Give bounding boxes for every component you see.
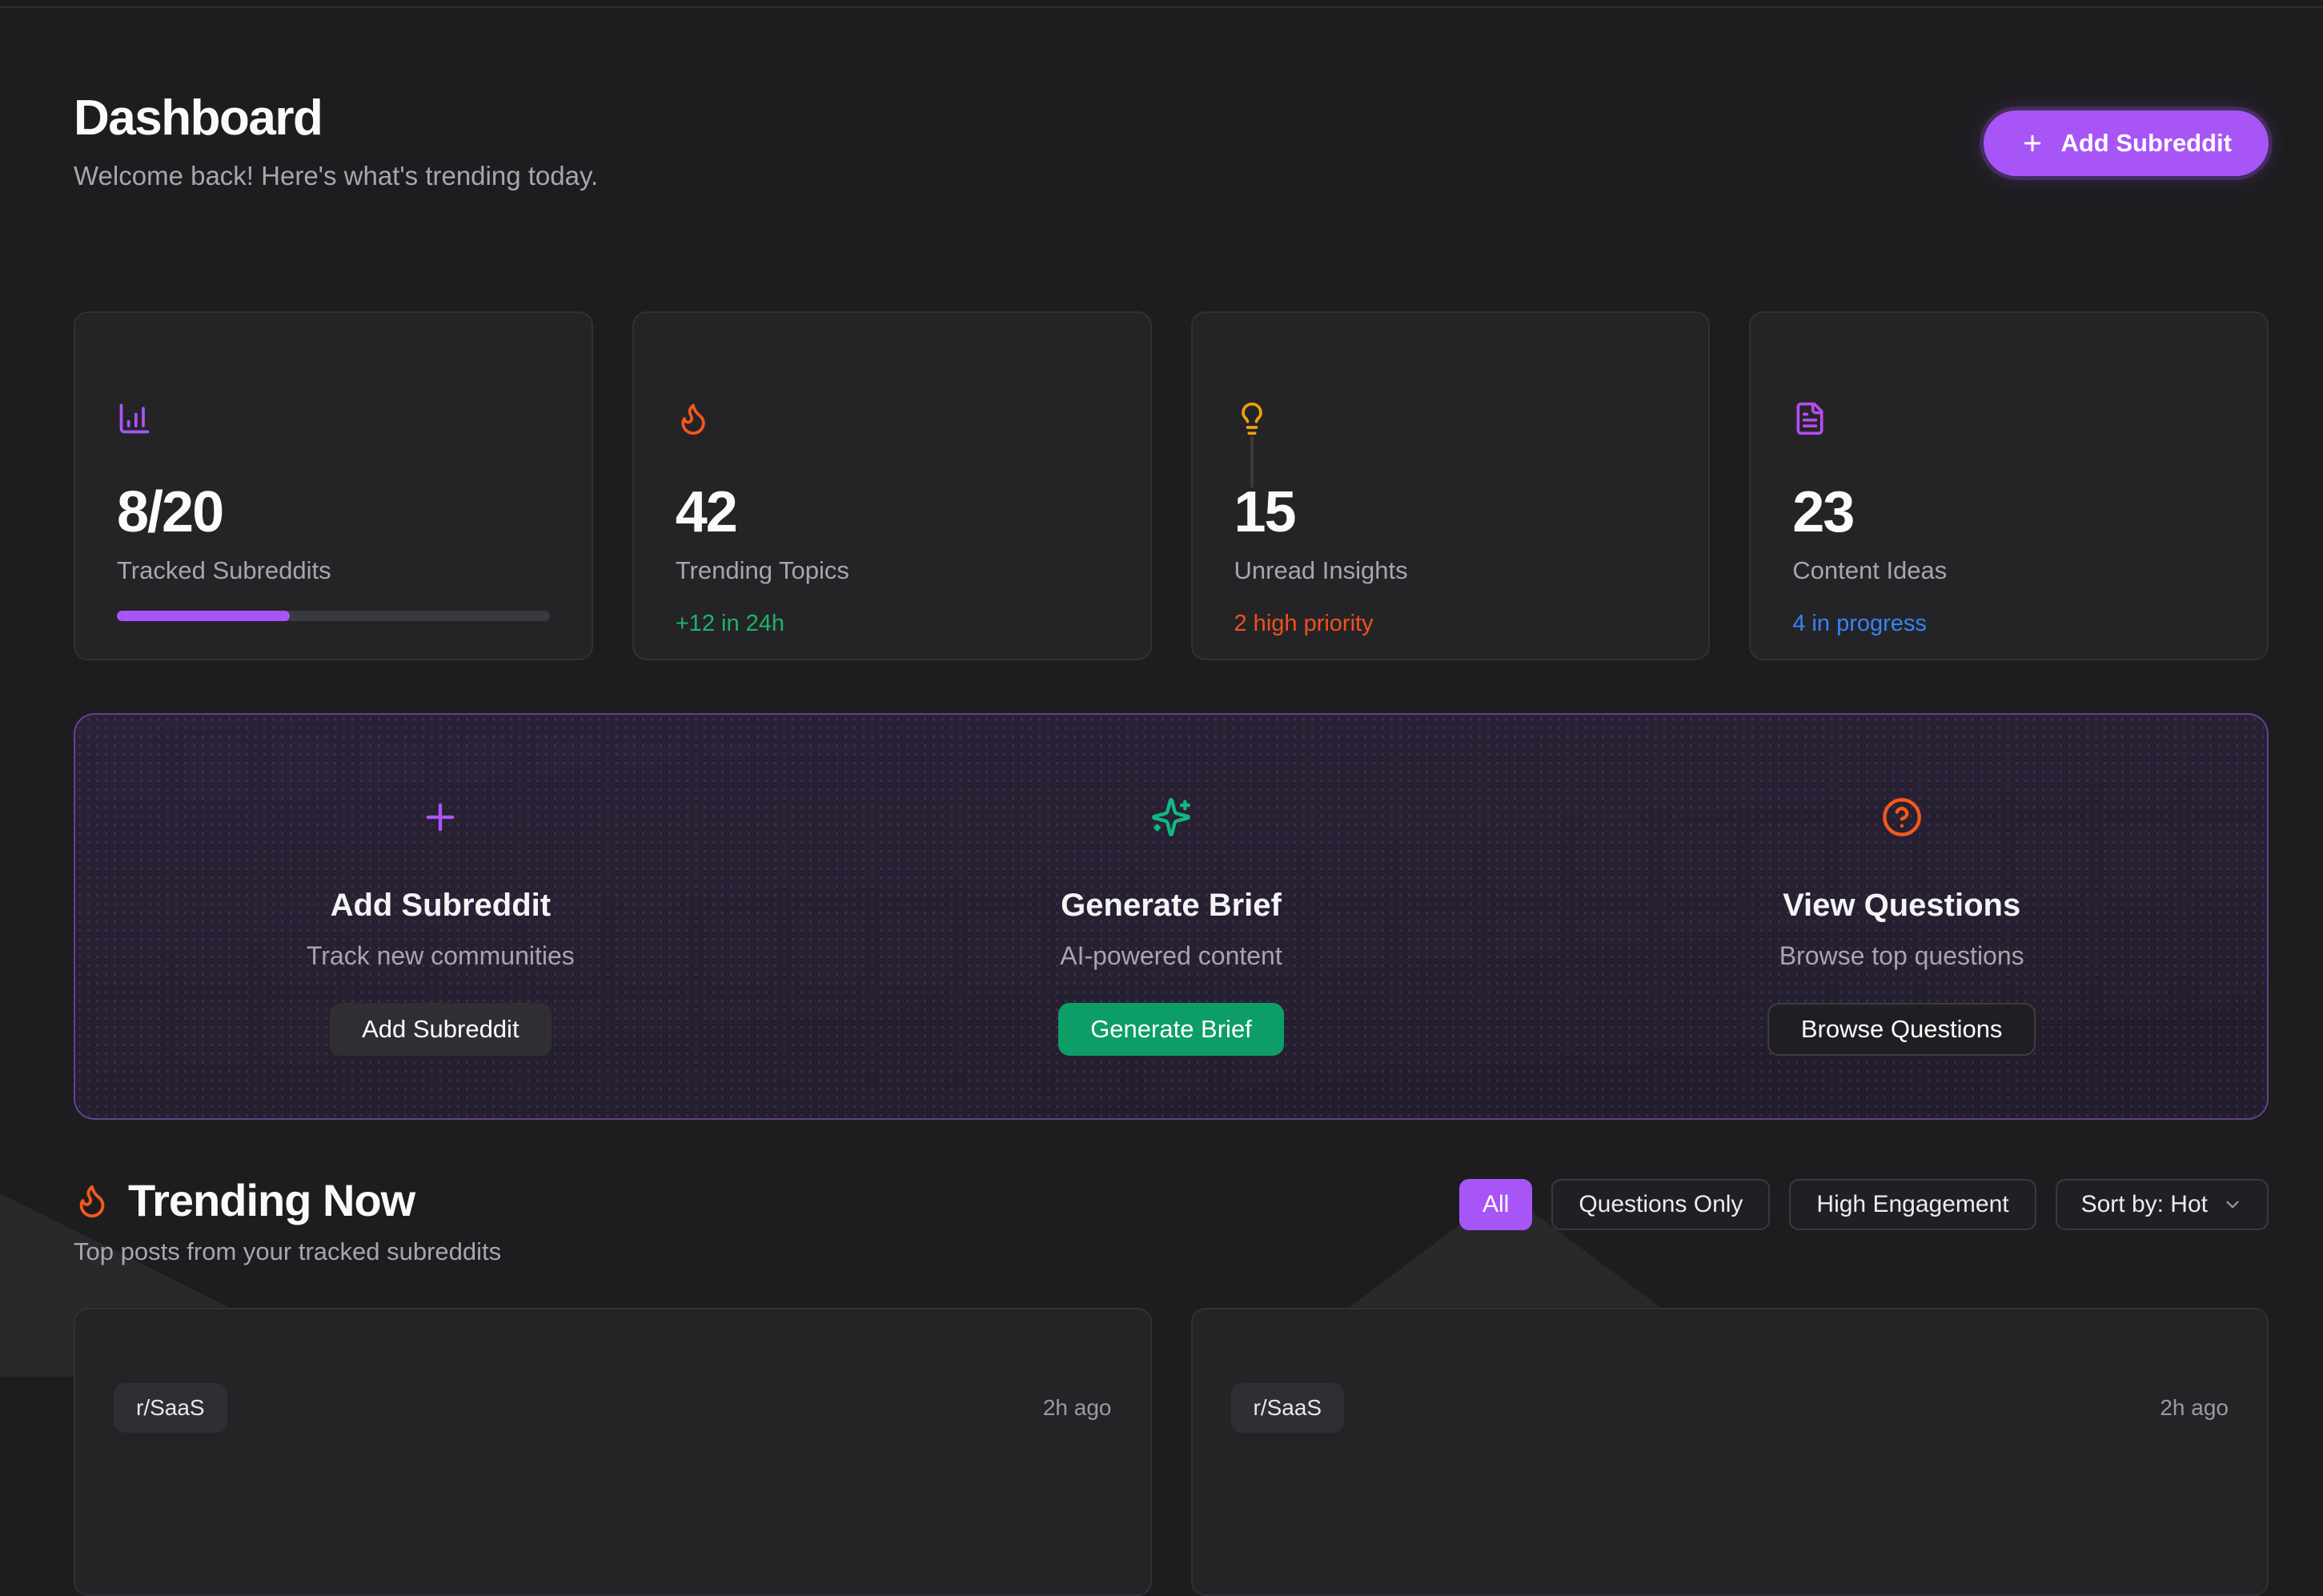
action-subtitle: AI-powered content bbox=[1060, 941, 1282, 970]
post-card[interactable]: r/SaaS 2h ago bbox=[1190, 1308, 2269, 1596]
trending-title-block: Trending Now Top posts from your tracked… bbox=[74, 1174, 501, 1266]
filter-button[interactable]: High Engagement bbox=[1789, 1179, 2036, 1230]
stat-value: 42 bbox=[675, 480, 738, 544]
stat-icon-slot bbox=[117, 401, 152, 436]
add-subreddit-button[interactable]: Add Subreddit bbox=[1984, 110, 2269, 176]
lightbulb-icon bbox=[1241, 402, 1262, 435]
file-text-icon bbox=[1796, 402, 1823, 435]
filter-button[interactable]: All bbox=[1458, 1179, 1533, 1230]
stat-sub: 2 high priority bbox=[1234, 611, 1374, 636]
stat-extra: 4 in progress bbox=[1792, 611, 2225, 637]
action-icon-slot bbox=[1150, 796, 1192, 838]
plus-icon bbox=[2020, 131, 2044, 155]
quick-action: Add Subreddit Track new communities Add … bbox=[75, 715, 806, 1118]
stat-card[interactable]: 8/20 Tracked Subreddits bbox=[74, 311, 593, 660]
sort-dropdown[interactable]: Sort by: Hot bbox=[2055, 1179, 2269, 1230]
stat-label: Content Ideas bbox=[1792, 556, 1948, 584]
progress-bar bbox=[117, 611, 550, 621]
action-button[interactable]: Browse Questions bbox=[1767, 1003, 2036, 1056]
help-circle-icon bbox=[1882, 798, 1921, 836]
sparkles-icon bbox=[1152, 798, 1190, 836]
quick-action: Generate Brief AI-powered content Genera… bbox=[806, 715, 1537, 1118]
trending-filters: All Questions Only High Engagement Sort … bbox=[1458, 1179, 2269, 1230]
post-card-header: r/SaaS 2h ago bbox=[1230, 1309, 2229, 1433]
plus-icon bbox=[426, 803, 455, 832]
subreddit-badge[interactable]: r/SaaS bbox=[1230, 1383, 1345, 1433]
page-title: Dashboard bbox=[74, 90, 323, 146]
top-divider bbox=[0, 6, 2323, 8]
stat-label: Unread Insights bbox=[1234, 556, 1408, 584]
stat-icon-slot bbox=[1234, 401, 1270, 487]
flame-icon bbox=[681, 403, 705, 435]
chevron-down-icon bbox=[2222, 1194, 2243, 1215]
action-subtitle: Browse top questions bbox=[1779, 941, 2024, 970]
post-time: 2h ago bbox=[1042, 1395, 1112, 1420]
action-button[interactable]: Generate Brief bbox=[1058, 1003, 1284, 1056]
flame-icon bbox=[74, 1182, 110, 1219]
lightbulb-cord bbox=[1250, 436, 1254, 487]
stats-row: 8/20 Tracked Subreddits 42 Trending Topi… bbox=[74, 311, 2269, 660]
stat-extra: +12 in 24h bbox=[676, 611, 1109, 637]
action-icon-slot bbox=[419, 796, 461, 838]
quick-actions-panel: Add Subreddit Track new communities Add … bbox=[74, 713, 2269, 1120]
header-text: Dashboard Welcome back! Here's what's tr… bbox=[74, 90, 598, 191]
stat-icon-slot bbox=[1792, 401, 1828, 436]
action-icon-slot bbox=[1881, 796, 1923, 838]
subreddit-badge[interactable]: r/SaaS bbox=[114, 1383, 227, 1433]
quick-action: View Questions Browse top questions Brow… bbox=[1536, 715, 2267, 1118]
page-subtitle: Welcome back! Here's what's trending tod… bbox=[74, 161, 599, 190]
stat-card[interactable]: 23 Content Ideas 4 in progress bbox=[1749, 311, 2269, 660]
stat-card[interactable]: 15 Unread Insights 2 high priority bbox=[1190, 311, 1711, 660]
post-card-header: r/SaaS 2h ago bbox=[114, 1309, 1112, 1433]
stat-sub: 4 in progress bbox=[1792, 611, 1927, 636]
post-time: 2h ago bbox=[2160, 1395, 2229, 1420]
stat-value: 23 bbox=[1792, 480, 1855, 544]
stat-label: Tracked Subreddits bbox=[117, 556, 331, 584]
progress-fill bbox=[117, 611, 291, 621]
action-title: Generate Brief bbox=[1061, 888, 1282, 923]
action-title: Add Subreddit bbox=[330, 888, 552, 923]
add-subreddit-button-label: Add Subreddit bbox=[2060, 129, 2232, 157]
action-button[interactable]: Add Subreddit bbox=[330, 1003, 552, 1056]
action-title: View Questions bbox=[1783, 888, 2021, 923]
post-card[interactable]: r/SaaS 2h ago bbox=[74, 1308, 1152, 1596]
trending-header: Trending Now Top posts from your tracked… bbox=[74, 1174, 2269, 1266]
stat-icon-slot bbox=[676, 401, 711, 436]
chart-column-icon bbox=[119, 403, 150, 434]
stat-label: Trending Topics bbox=[675, 556, 849, 584]
filter-button[interactable]: Questions Only bbox=[1551, 1179, 1771, 1230]
dashboard-page: Dashboard Welcome back! Here's what's tr… bbox=[74, 0, 2269, 1596]
chevron-down-icon bbox=[2226, 1201, 2239, 1209]
stat-extra: 2 high priority bbox=[1234, 611, 1667, 637]
stat-card[interactable]: 42 Trending Topics +12 in 24h bbox=[632, 311, 1152, 660]
header: Dashboard Welcome back! Here's what's tr… bbox=[74, 90, 2269, 191]
sort-label: Sort by: Hot bbox=[2080, 1191, 2208, 1217]
stat-value: 15 bbox=[1234, 480, 1297, 544]
stat-value: 8/20 bbox=[117, 480, 224, 544]
posts-row: r/SaaS 2h ago r/SaaS 2h ago bbox=[74, 1308, 2269, 1596]
action-subtitle: Track new communities bbox=[306, 941, 575, 970]
trending-title: Trending Now bbox=[128, 1175, 415, 1225]
stat-extra bbox=[117, 611, 550, 621]
stat-sub: +12 in 24h bbox=[675, 611, 785, 636]
trending-subtitle: Top posts from your tracked subreddits bbox=[74, 1237, 502, 1265]
